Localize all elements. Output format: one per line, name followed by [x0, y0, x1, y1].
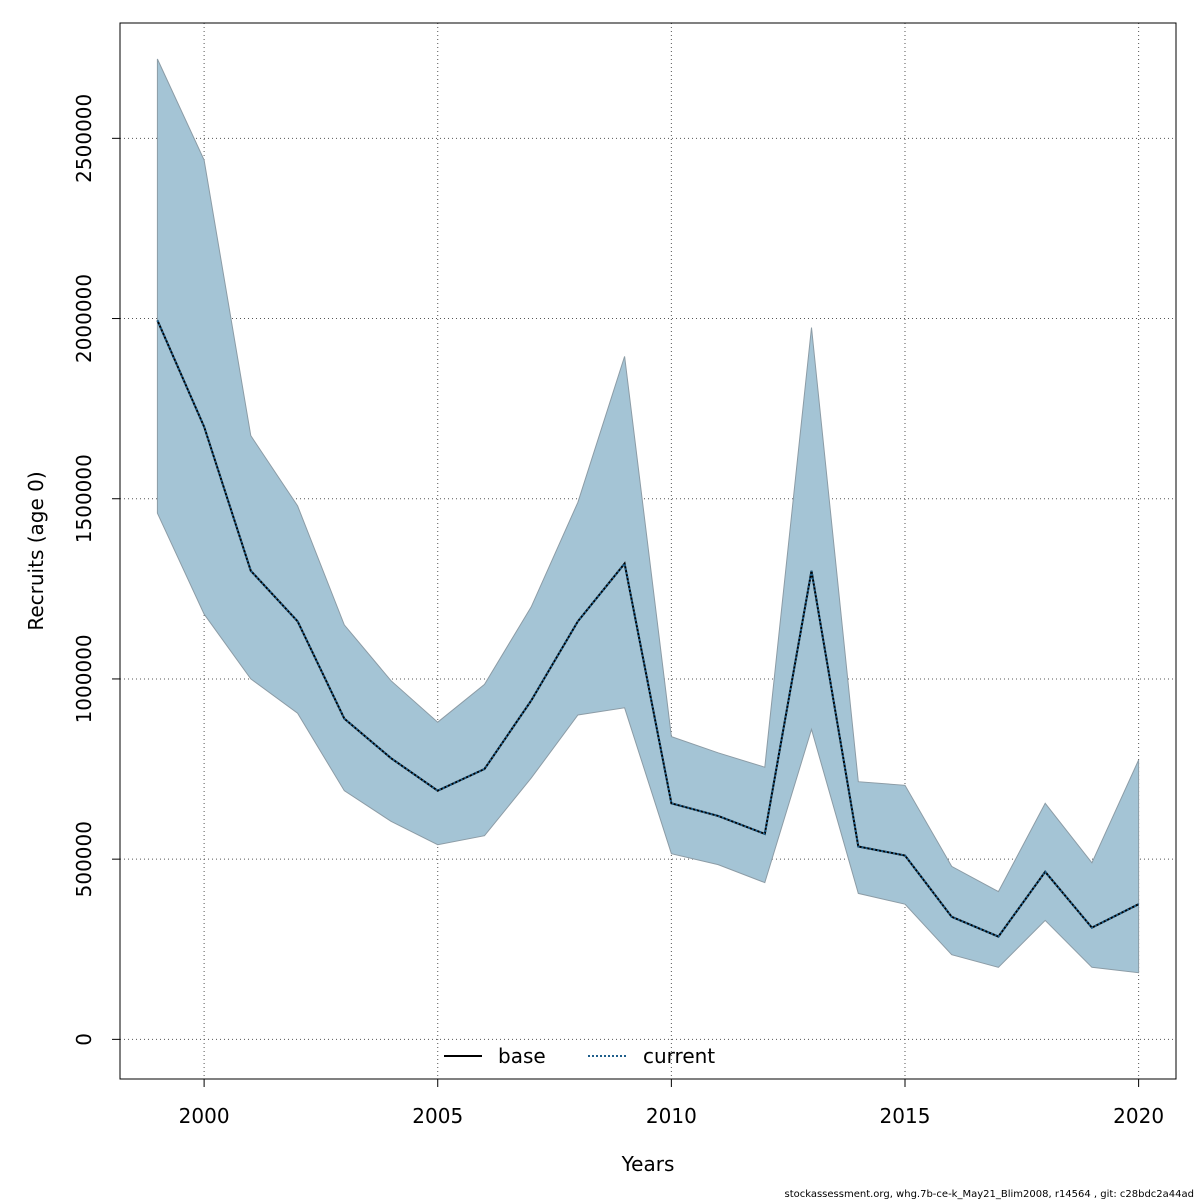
legend: base current [444, 1044, 715, 1068]
x-axis-title: Years [621, 1152, 675, 1176]
y-tick-label-1: 500000 [72, 821, 96, 897]
y-tick-label-2: 1000000 [72, 634, 96, 723]
x-tick-label-4: 2020 [1113, 1104, 1164, 1128]
x-tick-label-2: 2010 [646, 1104, 697, 1128]
y-axis-title: Recruits (age 0) [24, 471, 48, 630]
x-tick-label-1: 2005 [412, 1104, 463, 1128]
legend-label-current: current [643, 1044, 715, 1068]
y-tick-label-5: 2500000 [72, 94, 96, 183]
y-tick-label-0: 0 [72, 1033, 96, 1046]
series-layer [156, 319, 1140, 938]
confidence-band [156, 58, 1140, 974]
y-tick-label-4: 2000000 [72, 274, 96, 363]
legend-label-base: base [498, 1044, 546, 1068]
x-axis: 2000 2005 2010 2015 2020 [179, 1079, 1164, 1128]
grid [120, 23, 1176, 1079]
series-line-current [156, 319, 1140, 938]
x-tick-label-3: 2015 [880, 1104, 931, 1128]
plot-frame [119, 22, 1177, 1080]
confidence-band-layer [156, 58, 1140, 974]
y-tick-label-3: 1500000 [72, 454, 96, 543]
x-tick-label-0: 2000 [179, 1104, 230, 1128]
y-axis: 0 500000 1000000 1500000 2000000 2500000 [72, 94, 120, 1046]
footer-credit: stockassessment.org, whg.7b-ce-k_May21_B… [784, 1189, 1194, 1200]
